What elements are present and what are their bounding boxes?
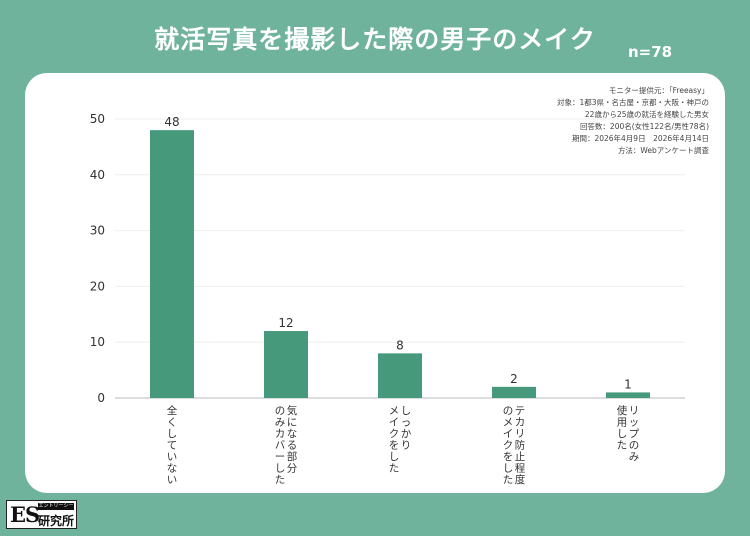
x-tick-char: リ bbox=[629, 405, 640, 417]
survey-info-line: 対象：1都3県・名古屋・京都・大阪・神戸の bbox=[556, 98, 709, 107]
logo-name: 研究所 bbox=[38, 514, 75, 528]
x-tick-char: の bbox=[275, 405, 286, 417]
survey-info-line: 22歳から25歳の就活を経験した男女 bbox=[584, 110, 709, 119]
x-tick-char: た bbox=[617, 440, 628, 452]
data-label: 1 bbox=[624, 377, 632, 391]
x-tick-char: ク bbox=[389, 428, 400, 440]
chart-title: 就活写真を撮影した際の男子のメイク bbox=[154, 25, 596, 54]
data-label: 12 bbox=[278, 316, 293, 330]
y-tick-label: 0 bbox=[97, 391, 105, 405]
x-tick-char: バ bbox=[275, 440, 286, 452]
bar bbox=[606, 392, 650, 398]
x-tick-char: な bbox=[167, 463, 178, 475]
x-tick-char: て bbox=[167, 440, 178, 452]
x-tick-char: イ bbox=[503, 428, 514, 440]
x-tick-char: な bbox=[287, 428, 298, 440]
survey-info-line: 期間：2026年4月9日 2026年4月14日 bbox=[571, 134, 709, 143]
data-label: 48 bbox=[164, 115, 179, 129]
x-tick-char: カ bbox=[515, 417, 526, 429]
x-tick-char: 度 bbox=[515, 473, 526, 486]
x-tick-char: か bbox=[401, 428, 412, 440]
x-tick-char: る bbox=[287, 440, 298, 452]
x-tick-char: メ bbox=[503, 417, 514, 429]
data-label: 2 bbox=[510, 372, 518, 386]
x-tick-char: っ bbox=[401, 417, 412, 429]
x-tick-char: ー bbox=[275, 451, 286, 463]
y-tick-label: 30 bbox=[90, 224, 105, 238]
x-tick-char: た bbox=[503, 474, 514, 486]
bar bbox=[150, 130, 194, 398]
chart-card: モニター提供元：「Freeasy」 対象：1都3県・名古屋・京都・大阪・神戸の … bbox=[25, 73, 725, 493]
x-tick-char: メ bbox=[389, 405, 400, 417]
x-tick-char: に bbox=[287, 417, 298, 429]
x-tick-char: の bbox=[629, 440, 640, 452]
x-tick-char: た bbox=[275, 474, 286, 486]
x-tick-char: の bbox=[503, 405, 514, 417]
x-tick-char: し bbox=[275, 463, 286, 475]
survey-info: モニター提供元：「Freeasy」 対象：1都3県・名古屋・京都・大阪・神戸の … bbox=[557, 85, 709, 157]
x-tick-char: い bbox=[167, 451, 178, 463]
x-tick-char: テ bbox=[515, 405, 526, 417]
x-tick-char: 全 bbox=[167, 404, 178, 417]
x-tick-char: カ bbox=[275, 428, 286, 440]
x-tick-char: 止 bbox=[515, 451, 526, 463]
y-tick-label: 10 bbox=[90, 335, 105, 349]
x-tick-char: し bbox=[617, 428, 628, 440]
x-tick-char: 気 bbox=[287, 404, 298, 417]
y-tick-label: 50 bbox=[90, 112, 105, 126]
x-tick-char: リ bbox=[515, 428, 526, 440]
x-tick-char: い bbox=[167, 474, 178, 486]
x-tick-char: を bbox=[503, 451, 514, 463]
x-tick-char: り bbox=[401, 440, 412, 452]
x-tick-char: 程 bbox=[515, 463, 526, 475]
survey-info-line: モニター提供元：「Freeasy」 bbox=[608, 86, 709, 95]
bar bbox=[378, 353, 422, 398]
data-label: 8 bbox=[396, 338, 404, 352]
x-tick-char: 用 bbox=[617, 417, 628, 429]
x-tick-char: 使 bbox=[617, 404, 628, 417]
bar bbox=[264, 331, 308, 398]
x-tick-char: を bbox=[389, 440, 400, 452]
x-tick-char: し bbox=[401, 405, 412, 417]
x-tick-char: し bbox=[503, 463, 514, 475]
es-lab-logo: ES エントリーシート 研究所 bbox=[6, 500, 77, 529]
y-tick-label: 40 bbox=[90, 168, 105, 182]
x-tick-char: た bbox=[389, 463, 400, 475]
x-tick-char: イ bbox=[389, 417, 400, 429]
survey-info-line: 回答数：200名(女性122名/男性78名) bbox=[579, 122, 709, 131]
x-tick-char: み bbox=[629, 451, 640, 463]
x-tick-char: 部 bbox=[287, 450, 298, 463]
logo-subtitle: エントリーシート bbox=[38, 503, 74, 516]
x-tick-char: 分 bbox=[287, 463, 298, 475]
logo-mark: ES bbox=[10, 502, 40, 527]
x-tick-char: 防 bbox=[515, 439, 526, 452]
x-tick-char: プ bbox=[629, 428, 640, 440]
bar bbox=[492, 386, 536, 398]
sample-size: n=78 bbox=[628, 43, 673, 61]
x-tick-char: し bbox=[167, 428, 178, 440]
x-tick-char: み bbox=[275, 417, 286, 429]
y-tick-label: 20 bbox=[90, 279, 105, 293]
x-tick-char: し bbox=[389, 451, 400, 463]
x-tick-char: く bbox=[167, 417, 178, 429]
survey-info-line: 方法：Webアンケート調査 bbox=[617, 146, 709, 155]
x-tick-char: ッ bbox=[629, 417, 640, 429]
x-tick-char: ク bbox=[503, 440, 514, 452]
